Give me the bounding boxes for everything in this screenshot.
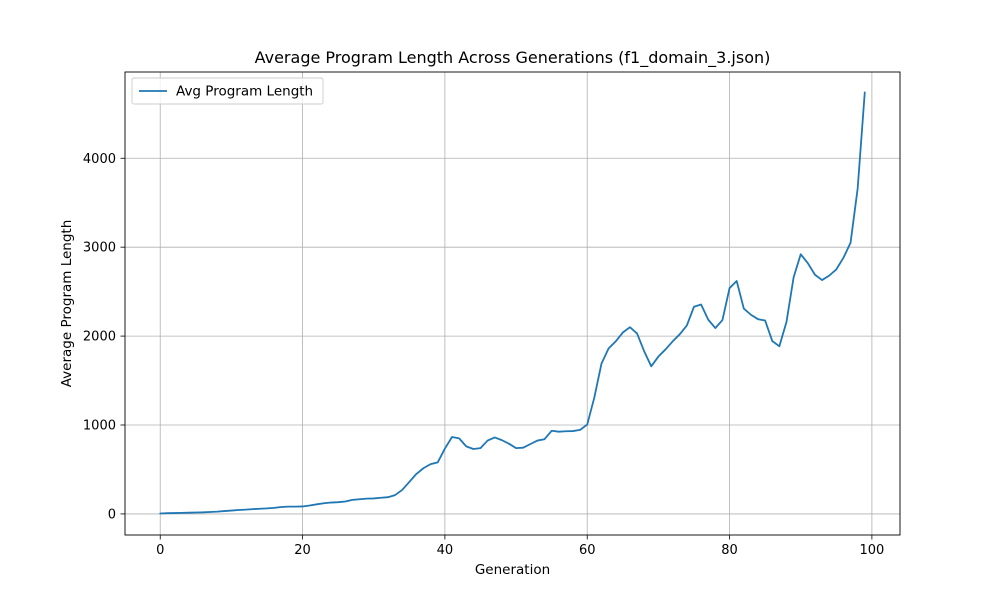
x-axis-label: Generation xyxy=(475,562,550,578)
y-axis-label: Average Program Length xyxy=(59,220,75,388)
legend-box xyxy=(131,77,324,105)
x-tick-label: 60 xyxy=(579,543,596,558)
x-tick-label: 80 xyxy=(721,543,738,558)
y-tick-label: 3000 xyxy=(83,241,116,256)
y-tick-label: 4000 xyxy=(83,152,116,167)
x-tick-label: 100 xyxy=(859,543,884,558)
legend-label: Avg Program Length xyxy=(176,84,313,100)
x-tick-label: 20 xyxy=(294,543,311,558)
y-tick-label: 2000 xyxy=(83,330,116,345)
y-tick-label: 0 xyxy=(108,507,116,522)
plot-frame xyxy=(124,71,901,536)
legend: Avg Program Length xyxy=(131,77,324,105)
x-axis: 0 20 40 60 80 100 xyxy=(156,535,884,558)
y-tick-label: 1000 xyxy=(83,419,116,434)
chart-title: Average Program Length Across Generation… xyxy=(255,48,771,68)
grid-layer xyxy=(125,72,900,535)
y-axis: 0 1000 2000 3000 4000 xyxy=(83,152,125,522)
x-tick-label: 40 xyxy=(437,543,454,558)
series-layer xyxy=(159,91,866,515)
x-tick-label: 0 xyxy=(156,543,164,558)
series-line xyxy=(159,91,866,515)
